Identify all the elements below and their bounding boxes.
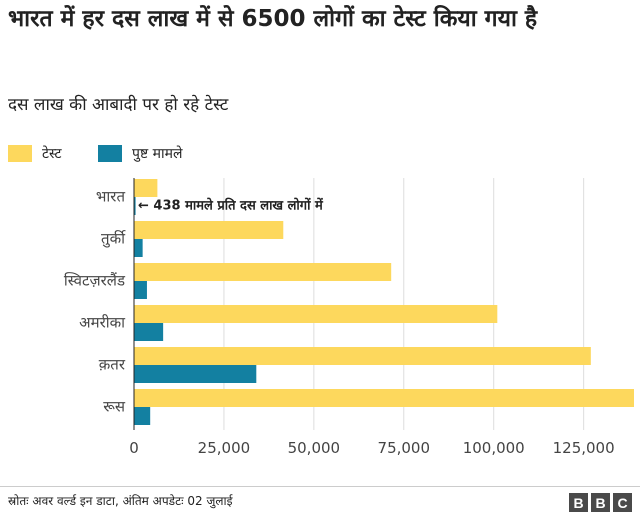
chart-subtitle: दस लाख की आबादी पर हो रहे टेस्ट (8, 95, 229, 115)
footer: स्रोतः अवर वर्ल्ड इन डाटा, अंतिम अपडेटः … (0, 486, 640, 512)
x-tick-label: 75,000 (378, 439, 431, 457)
legend-label-tests: टेस्ट (42, 146, 62, 162)
legend-item-cases: पुष्ट मामले (98, 144, 182, 163)
bar-tests (134, 305, 498, 323)
bbc-logo-letter: C (613, 493, 632, 512)
bar-tests (134, 263, 392, 281)
bar-confirmed-cases (134, 407, 151, 425)
legend-label-cases: पुष्ट मामले (132, 146, 183, 162)
y-category-label: तुर्की (101, 230, 126, 249)
annotation-text: ← 438 मामले प्रति दस लाख लोगों में (138, 198, 324, 214)
legend-swatch-cases (98, 145, 122, 162)
bar-confirmed-cases (134, 365, 257, 383)
legend-item-tests: टेस्ट (8, 144, 62, 163)
y-category-label: क़तर (99, 356, 126, 374)
x-tick-label: 25,000 (198, 439, 251, 457)
bar-confirmed-cases (134, 239, 143, 257)
y-category-label: रूस (103, 398, 126, 416)
bar-confirmed-cases (134, 197, 136, 215)
bar-confirmed-cases (134, 281, 147, 299)
bar-tests (134, 347, 591, 365)
bar-tests (134, 389, 634, 407)
bbc-logo-letter: B (591, 493, 610, 512)
bbc-logo: B B C (569, 493, 632, 512)
y-category-label: स्विटज़रलैंड (64, 272, 126, 290)
x-tick-label: 100,000 (463, 439, 525, 457)
bar-confirmed-cases (134, 323, 164, 341)
y-category-label: अमरीका (79, 314, 126, 332)
chart-title: भारत में हर दस लाख में से 6500 लोगों का … (8, 6, 538, 32)
source-note: स्रोतः अवर वर्ल्ड इन डाटा, अंतिम अपडेटः … (8, 494, 233, 508)
x-tick-label: 125,000 (553, 439, 615, 457)
x-tick-label: 50,000 (288, 439, 341, 457)
bar-tests (134, 221, 284, 239)
x-tick-label: 0 (129, 439, 139, 457)
legend-swatch-tests (8, 145, 32, 162)
bbc-logo-letter: B (569, 493, 588, 512)
bar-chart: 0 25,000 50,000 75,000 100,000 125,000 भारत तुर… (64, 178, 634, 457)
y-category-label: भारत (96, 188, 126, 206)
bar-tests (134, 179, 158, 197)
